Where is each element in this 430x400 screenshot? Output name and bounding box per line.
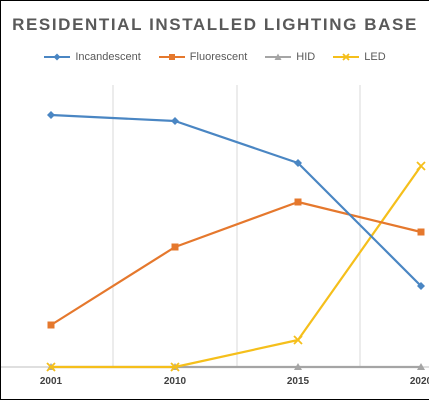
data-point-hid bbox=[294, 363, 302, 370]
series-line-fluorescent bbox=[50, 200, 422, 326]
series-line-incandescent bbox=[50, 113, 422, 287]
data-point-incandescent bbox=[294, 159, 302, 167]
x-tick-label: 2015 bbox=[287, 376, 310, 387]
data-point-fluorescent bbox=[47, 321, 55, 329]
legend-item-fluorescent: Fluorescent bbox=[158, 51, 248, 63]
series-line-led bbox=[51, 165, 422, 369]
legend-label-hid: HID bbox=[296, 51, 316, 63]
data-point-incandescent bbox=[47, 111, 55, 119]
chart-legend: Incandescent Fluorescent HID LED bbox=[1, 51, 429, 63]
data-point-led bbox=[293, 335, 303, 345]
legend-label-incandescent: Incandescent bbox=[75, 51, 141, 63]
legend-label-fluorescent: Fluorescent bbox=[189, 51, 248, 63]
data-point-incandescent bbox=[171, 117, 179, 125]
legend-swatch-hid bbox=[265, 53, 292, 60]
x-tick-label: 2020 bbox=[410, 376, 429, 387]
data-point-led bbox=[416, 161, 426, 171]
data-point-led bbox=[46, 362, 56, 372]
legend-swatch-led bbox=[333, 53, 360, 61]
data-point-incandescent bbox=[417, 282, 425, 290]
legend-label-led: LED bbox=[364, 51, 386, 63]
x-tick-label: 2001 bbox=[40, 376, 63, 387]
legend-item-led: LED bbox=[333, 51, 386, 63]
legend-item-hid: HID bbox=[265, 51, 315, 63]
data-point-fluorescent bbox=[417, 228, 425, 236]
chart-title: RESIDENTIAL INSTALLED LIGHTING BASE bbox=[12, 15, 418, 34]
legend-item-incandescent: Incandescent bbox=[44, 51, 141, 63]
legend-swatch-fluorescent bbox=[158, 54, 185, 60]
data-point-fluorescent bbox=[294, 198, 302, 206]
x-tick-label: 2010 bbox=[164, 376, 187, 387]
data-point-fluorescent bbox=[171, 243, 179, 251]
data-point-led bbox=[170, 362, 180, 372]
legend-swatch-incandescent bbox=[44, 53, 71, 61]
data-point-hid bbox=[417, 363, 425, 370]
